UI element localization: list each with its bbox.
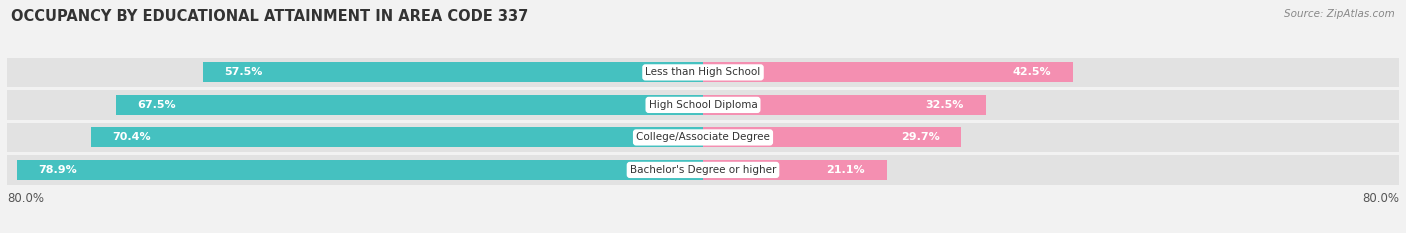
Bar [115,95,703,115]
Text: 32.5%: 32.5% [925,100,965,110]
Bar [703,58,1399,87]
Text: Source: ZipAtlas.com: Source: ZipAtlas.com [1284,9,1395,19]
Text: 80.0%: 80.0% [1362,192,1399,205]
Bar [90,127,703,147]
Text: 70.4%: 70.4% [112,132,150,142]
Text: Bachelor's Degree or higher: Bachelor's Degree or higher [630,165,776,175]
Text: 29.7%: 29.7% [901,132,939,142]
Bar [17,160,703,180]
Bar [703,123,1399,152]
Text: 42.5%: 42.5% [1012,67,1052,77]
Bar [703,127,962,147]
Text: 21.1%: 21.1% [827,165,865,175]
Bar [703,95,986,115]
Bar [7,155,703,185]
Text: Less than High School: Less than High School [645,67,761,77]
Text: 57.5%: 57.5% [225,67,263,77]
Bar [7,58,703,87]
Bar [7,90,703,120]
Text: High School Diploma: High School Diploma [648,100,758,110]
Bar [703,155,1399,185]
Text: 78.9%: 78.9% [38,165,77,175]
Bar [703,62,1073,82]
Text: 80.0%: 80.0% [7,192,44,205]
Bar [202,62,703,82]
Bar [7,123,703,152]
Text: OCCUPANCY BY EDUCATIONAL ATTAINMENT IN AREA CODE 337: OCCUPANCY BY EDUCATIONAL ATTAINMENT IN A… [11,9,529,24]
Bar [703,90,1399,120]
Text: 67.5%: 67.5% [138,100,176,110]
Bar [703,160,887,180]
Text: College/Associate Degree: College/Associate Degree [636,132,770,142]
